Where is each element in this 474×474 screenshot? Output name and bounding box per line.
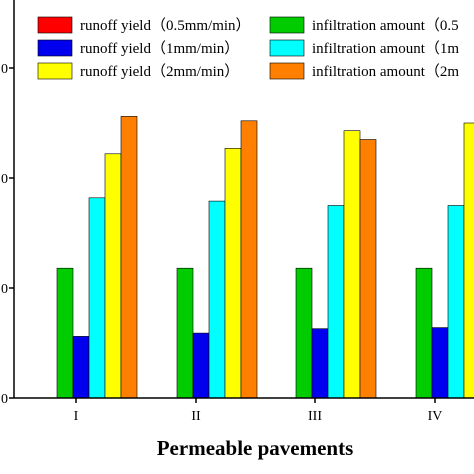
bar: [327, 205, 345, 399]
bar: [415, 267, 433, 399]
y-tick-label: 0: [1, 172, 8, 187]
y-tick-label: 0: [1, 392, 8, 407]
bar: [311, 328, 329, 399]
bar: [192, 332, 210, 399]
legend-label: runoff yield（0.5mm/min）: [80, 17, 251, 34]
x-tick-label: III: [308, 409, 322, 424]
legend-label: runoff yield（1mm/min）: [80, 40, 239, 57]
bar: [72, 336, 90, 399]
bar: [176, 267, 194, 399]
y-tick-label: 0: [1, 282, 8, 297]
bar: [104, 153, 122, 399]
bar: [120, 116, 138, 399]
bar: [88, 197, 106, 399]
y-ticks-group: 0 0 0 0: [1, 62, 14, 407]
x-tick-label: IV: [428, 409, 443, 424]
legend-swatch: [37, 62, 73, 80]
bar: [359, 139, 377, 399]
bar: [463, 122, 474, 399]
legend-label: infiltration amount（2m: [312, 63, 459, 80]
legend-label: infiltration amount（0.5: [312, 17, 459, 34]
legend-label: infiltration amount（1m: [312, 40, 459, 57]
y-tick-label: 0: [1, 62, 8, 77]
legend-swatch: [269, 62, 305, 80]
bar: [208, 200, 226, 399]
x-axis-title: Permeable pavements: [157, 436, 354, 460]
bars-group: [56, 116, 474, 399]
bar: [56, 267, 74, 399]
bar: [240, 120, 258, 399]
bar: [295, 267, 313, 399]
bar: [343, 130, 361, 399]
bar: [224, 148, 242, 399]
legend-swatch: [269, 16, 305, 34]
legend-swatch: [37, 39, 73, 57]
legend-label: runoff yield（2mm/min）: [80, 63, 239, 80]
legend: runoff yield（0.5mm/min） infiltration amou…: [37, 16, 459, 80]
x-tick-label: I: [74, 409, 79, 424]
legend-swatch: [37, 16, 73, 34]
bar: [431, 327, 449, 399]
x-ticks-group: I II III IV: [74, 398, 443, 424]
legend-swatch: [269, 39, 305, 57]
bar: [447, 205, 465, 399]
x-tick-label: II: [191, 409, 201, 424]
